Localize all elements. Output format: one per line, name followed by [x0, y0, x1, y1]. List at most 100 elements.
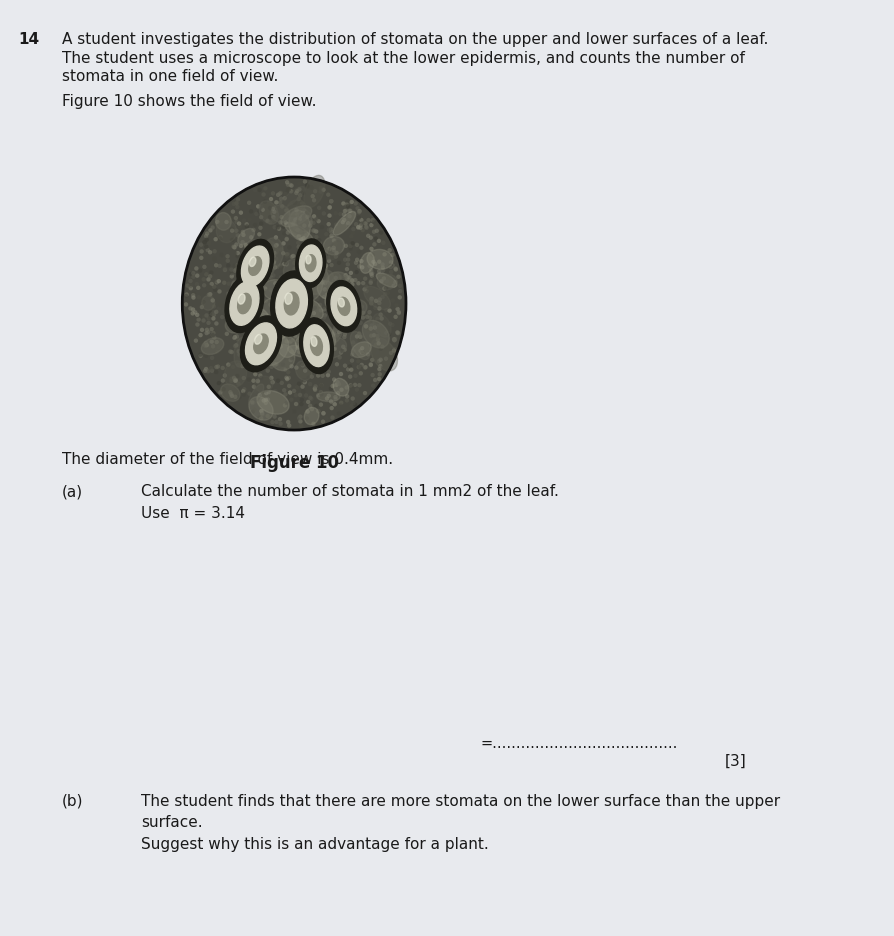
Point — [231, 332, 245, 347]
Point — [295, 197, 309, 212]
Ellipse shape — [271, 271, 313, 337]
Point — [387, 332, 401, 347]
Point — [300, 263, 315, 278]
Point — [341, 272, 355, 287]
Point — [356, 276, 370, 291]
Ellipse shape — [249, 397, 274, 421]
Point — [379, 303, 393, 318]
Point — [248, 402, 262, 417]
Point — [293, 415, 308, 430]
Point — [254, 404, 268, 419]
Point — [266, 416, 280, 431]
Point — [201, 272, 215, 287]
Ellipse shape — [310, 337, 323, 356]
Point — [266, 269, 281, 284]
Point — [270, 314, 284, 329]
Point — [271, 221, 285, 236]
Point — [375, 290, 390, 305]
Text: A student investigates the distribution of stomata on the upper and lower surfac: A student investigates the distribution … — [63, 32, 769, 47]
Point — [354, 241, 368, 256]
Point — [190, 262, 204, 277]
Point — [293, 189, 308, 204]
Point — [191, 330, 206, 345]
Point — [209, 258, 224, 273]
Point — [279, 257, 293, 272]
Point — [252, 269, 266, 284]
Point — [367, 255, 381, 270]
Ellipse shape — [238, 229, 255, 245]
Point — [298, 252, 312, 267]
Point — [322, 217, 336, 232]
Point — [257, 195, 272, 210]
Point — [348, 398, 362, 413]
Point — [266, 250, 281, 265]
Point — [229, 212, 243, 227]
Point — [308, 330, 323, 345]
Point — [290, 203, 304, 218]
Point — [249, 271, 263, 285]
Point — [347, 338, 361, 353]
Point — [317, 290, 332, 305]
Point — [242, 196, 257, 211]
Point — [287, 256, 301, 271]
Point — [180, 287, 194, 302]
Point — [236, 349, 250, 364]
Point — [306, 363, 320, 378]
Point — [346, 312, 360, 327]
Point — [268, 384, 283, 399]
Point — [326, 327, 341, 342]
Point — [331, 386, 345, 401]
Point — [362, 259, 376, 274]
Text: surface.: surface. — [141, 814, 202, 829]
Point — [387, 333, 401, 348]
Point — [229, 373, 243, 388]
Point — [304, 348, 318, 363]
Point — [314, 185, 328, 200]
Point — [281, 365, 295, 380]
Point — [311, 328, 325, 343]
Ellipse shape — [325, 288, 357, 314]
Point — [232, 390, 247, 405]
Point — [289, 186, 303, 201]
Point — [272, 281, 286, 296]
Point — [189, 334, 203, 349]
Point — [227, 241, 241, 256]
Point — [291, 240, 306, 255]
Point — [273, 196, 287, 211]
Ellipse shape — [284, 293, 299, 315]
Point — [274, 217, 289, 232]
Point — [280, 396, 294, 411]
Point — [240, 220, 254, 235]
Point — [245, 388, 259, 402]
Point — [320, 287, 334, 302]
Point — [255, 408, 269, 423]
Point — [321, 188, 335, 203]
Point — [287, 262, 301, 277]
Point — [293, 199, 308, 214]
Point — [268, 260, 283, 275]
Ellipse shape — [252, 314, 276, 341]
Point — [322, 201, 336, 216]
Point — [253, 221, 267, 236]
Point — [274, 242, 288, 257]
Point — [364, 297, 378, 312]
Point — [287, 404, 301, 419]
Point — [246, 253, 260, 268]
Point — [391, 302, 405, 317]
Point — [228, 246, 242, 261]
Point — [242, 263, 257, 278]
Point — [364, 267, 378, 282]
Point — [350, 301, 365, 316]
Point — [376, 236, 391, 251]
Point — [295, 202, 309, 217]
Point — [229, 224, 243, 239]
Point — [245, 396, 259, 411]
Point — [270, 239, 284, 254]
Point — [320, 276, 334, 291]
Point — [230, 215, 244, 230]
Point — [229, 263, 243, 278]
Point — [292, 259, 307, 274]
Point — [205, 351, 219, 366]
Point — [283, 386, 297, 401]
Point — [270, 322, 284, 337]
